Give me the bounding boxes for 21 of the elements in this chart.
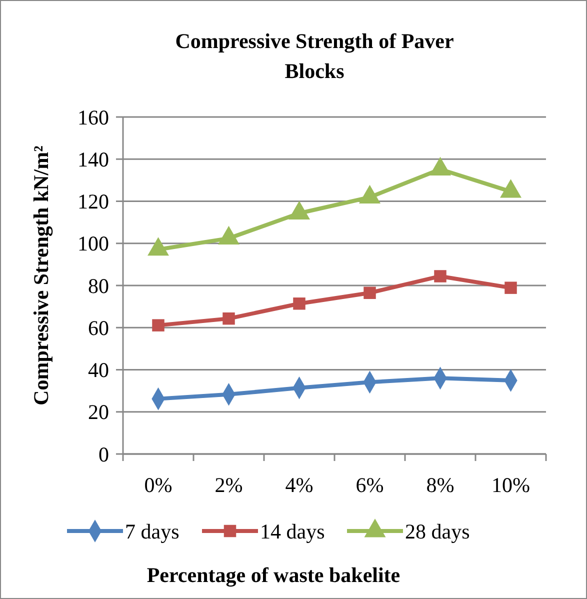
x-tick-label: 0% <box>144 473 172 497</box>
y-tick-label: 80 <box>88 274 109 298</box>
chart-title: Compressive Strength of Paver Blocks <box>175 29 454 83</box>
x-tick-label: 4% <box>285 473 314 497</box>
y-tick-label: 20 <box>88 400 109 424</box>
y-tick-label: 100 <box>78 232 109 256</box>
y-tick-label: 60 <box>88 316 109 340</box>
legend-label: 7 days <box>125 519 180 544</box>
x-tick-label: 10% <box>492 473 530 497</box>
x-tick-label: 2% <box>214 473 243 497</box>
y-tick-label: 140 <box>78 147 109 172</box>
legend-label: 14 days <box>260 519 325 544</box>
y-tick-label: 120 <box>78 190 109 214</box>
y-tick-label: 160 <box>78 105 109 130</box>
legend-label: 28 days <box>405 519 470 544</box>
x-tick-label: 8% <box>426 473 454 497</box>
y-tick-label: 40 <box>88 358 109 382</box>
x-axis-title: Percentage of waste bakelite <box>146 563 400 587</box>
x-tick-label: 6% <box>356 473 384 497</box>
y-tick-label: 0 <box>98 442 109 466</box>
y-axis-title: Compressive Strength kN/m² <box>29 146 53 406</box>
